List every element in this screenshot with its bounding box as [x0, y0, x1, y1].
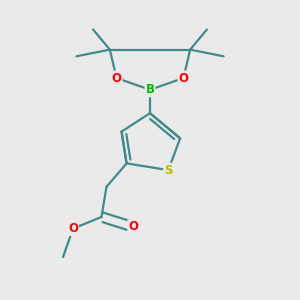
Text: O: O	[112, 72, 122, 85]
Text: B: B	[146, 83, 154, 96]
Text: O: O	[178, 72, 188, 85]
Text: S: S	[164, 164, 173, 177]
Text: O: O	[128, 220, 138, 233]
Text: O: O	[68, 222, 78, 235]
